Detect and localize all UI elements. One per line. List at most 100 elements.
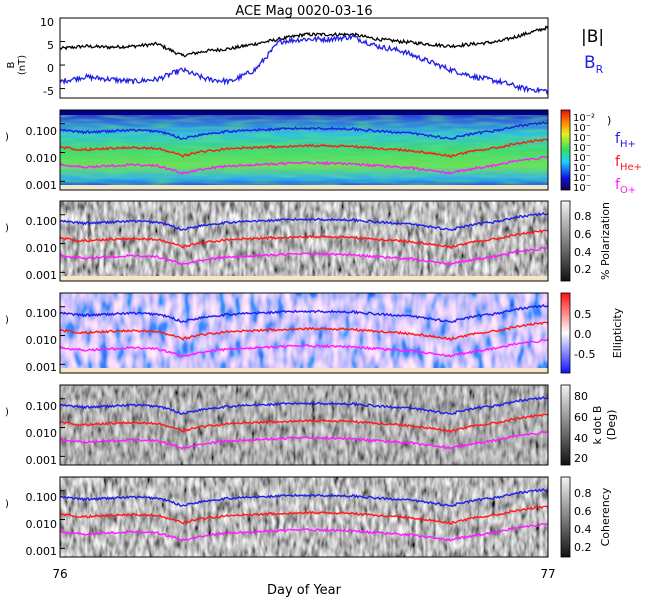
p2-ytick-1: 0.010 <box>26 242 58 255</box>
colorbar-kdotb-label-3: 20 <box>574 452 588 465</box>
colorbar-polarization <box>560 200 571 282</box>
colorbar-power-label-4: 10⁻ <box>573 153 591 164</box>
p4-ytick-2: 0.001 <box>26 454 58 467</box>
colorbar-kdotb-label-0: 80 <box>574 390 588 403</box>
p3-ytick-0: 0.100 <box>26 307 58 320</box>
panel-power-frame <box>59 109 549 191</box>
p3-ytick-2: 0.001 <box>26 361 58 374</box>
panel-2-f-O-line <box>60 246 548 267</box>
panel-1-f-H-line <box>60 120 548 140</box>
colorbar-power-paren: ) <box>607 114 611 127</box>
colorbar-power-label-0: 10⁻² <box>573 113 595 124</box>
colorbar-kdotb-label-2: 40 <box>574 432 588 445</box>
x-axis-label: Day of Year <box>267 583 342 598</box>
series-B-total-line <box>60 25 548 58</box>
colorbar-power <box>560 109 571 191</box>
panel-power-top-band <box>60 110 548 115</box>
colorbar-power-labels: 10⁻² 10⁻ 10⁻ 10⁻ 10⁻ 10⁻ 10⁻ 10⁻ ) <box>573 113 611 194</box>
panel-power: 10⁻² 10⁻ 10⁻ 10⁻ 10⁻ 10⁻ 10⁻ 10⁻ ) fH+ f… <box>59 109 642 196</box>
spectrogram-panels: 10⁻² 10⁻ 10⁻ 10⁻ 10⁻ 10⁻ 10⁻ 10⁻ ) fH+ f… <box>59 109 642 558</box>
p2-ytick-2: 0.001 <box>26 269 58 282</box>
x-tick-label-77: 77 <box>540 567 555 581</box>
panel-ellipticity-frame <box>59 292 549 374</box>
panel-ellipticity: 0.5 0.0 -0.5 Ellipticity <box>59 292 624 374</box>
panel-polarization-frame <box>59 200 549 282</box>
p2-ylabel-stub: ) <box>5 223 9 234</box>
p1-ylabel-stub: ) <box>5 132 9 143</box>
panel-4-f-He-line <box>60 413 548 433</box>
panel-3-f-O-line <box>60 338 548 359</box>
panel-1-f-He-line <box>60 138 548 158</box>
panel-polarization-lines <box>60 211 548 273</box>
colorbar-polarization-label-3: 0.2 <box>574 263 592 276</box>
p1-ytick-1: 0.010 <box>26 152 58 165</box>
colorbar-power-label-2: 10⁻ <box>573 133 591 144</box>
panel-polarization: 0.8 0.6 0.4 0.2 % Polarization <box>59 200 612 282</box>
legend-f-H: fH+ <box>615 131 636 150</box>
series-B-R-line <box>60 33 548 96</box>
legend-f-O: fO+ <box>615 177 636 196</box>
panel-kdotb-texture <box>60 385 548 465</box>
spectro-ytick-labels: 0.100 0.010 0.001 0.100 0.010 0.001 0.10… <box>5 125 57 558</box>
p3-ylabel-stub: ) <box>5 315 9 326</box>
panel-kdotb-lines <box>60 395 548 457</box>
b-ytick-5: 5 <box>47 39 54 52</box>
panel-ellipticity-texture <box>60 293 548 373</box>
panel-3-f-He-line <box>60 321 548 341</box>
p5-ytick-2: 0.001 <box>26 545 58 558</box>
p5-ylabel-stub: ) <box>5 499 9 510</box>
b-ytick-0: 0 <box>47 62 54 75</box>
legend-B-total: |B| <box>581 27 604 47</box>
panel-3-f-H-line <box>60 303 548 323</box>
colorbar-polarization-label-1: 0.6 <box>574 228 592 241</box>
panel-4-f-O-line <box>60 430 548 451</box>
colorbar-power-label-1: 10⁻ <box>573 123 591 134</box>
colorbar-coherency-label-0: 0.8 <box>574 487 592 500</box>
colorbar-kdotb-label-1: 60 <box>574 411 588 424</box>
colorbar-kdotb <box>560 384 571 466</box>
x-tick-label-76: 76 <box>52 567 67 581</box>
p5-ytick-0: 0.100 <box>26 491 58 504</box>
p3-ytick-1: 0.010 <box>26 334 58 347</box>
panel-b-field: 10 5 0 -5 B (nT) |B| BR <box>6 16 604 99</box>
panel-polarization-bottom-band <box>60 276 548 281</box>
p4-ytick-1: 0.010 <box>26 427 58 440</box>
p4-ytick-0: 0.100 <box>26 400 58 413</box>
panel-4-f-H-line <box>60 395 548 415</box>
colorbar-coherency <box>560 476 571 558</box>
panel-polarization-texture <box>60 201 548 281</box>
b-ytick-10: 10 <box>40 16 54 29</box>
colorbar-ellipticity-title: Ellipticity <box>611 307 624 358</box>
colorbar-power-label-7: 10⁻ <box>573 183 591 194</box>
panel-5-f-H-line <box>60 487 548 507</box>
colorbar-ellipticity <box>560 292 571 374</box>
panel-kdotb: 80 60 40 20 k dot B (Deg) <box>59 384 618 466</box>
panel-ellipticity-bottom-band <box>60 368 548 373</box>
figure-title: ACE Mag 0020-03-16 <box>235 4 372 19</box>
panel-b-frame <box>59 17 549 99</box>
p4-ylabel-stub: ) <box>5 407 9 418</box>
colorbar-ellipticity-label-2: -0.5 <box>574 348 595 361</box>
colorbar-coherency-label-1: 0.6 <box>574 505 592 518</box>
panel-coherency-frame <box>59 476 549 558</box>
panel-power-lines <box>60 120 548 182</box>
p1-ytick-0: 0.100 <box>26 125 58 138</box>
panel-ellipticity-lines <box>60 303 548 365</box>
p1-ytick-2: 0.001 <box>26 179 58 192</box>
colorbar-kdotb-title-unit: (Deg) <box>605 410 618 441</box>
colorbar-ellipticity-label-0: 0.5 <box>574 308 592 321</box>
panel-b-background <box>60 18 548 98</box>
colorbar-polarization-label-0: 0.8 <box>574 210 592 223</box>
colorbar-kdotb-title: k dot B <box>591 406 604 445</box>
panel-coherency-lines <box>60 487 548 549</box>
panel-kdotb-frame <box>59 384 549 466</box>
p5-ytick-1: 0.010 <box>26 518 58 531</box>
colorbar-coherency-label-2: 0.4 <box>574 523 592 536</box>
panel-2-f-H-line <box>60 211 548 231</box>
colorbar-coherency-label-3: 0.2 <box>574 541 592 554</box>
panel-1-f-O-line <box>60 155 548 176</box>
b-ylabel-top: B <box>6 61 17 68</box>
panel-b-ticks <box>60 17 65 90</box>
legend-B-R: BR <box>584 53 604 76</box>
